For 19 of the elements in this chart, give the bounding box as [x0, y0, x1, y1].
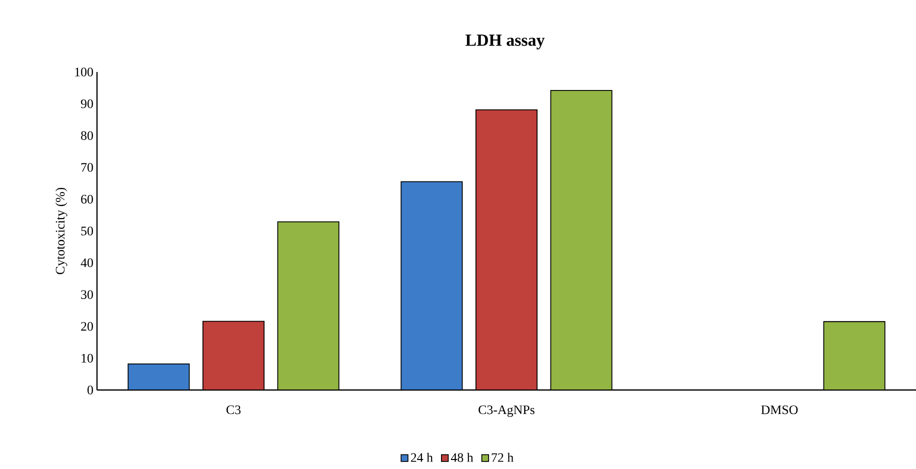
y-tick-label: 80 [81, 131, 93, 140]
legend-label: 72 h [492, 452, 514, 462]
y-axis-title: Cytotoxicity (%) [55, 188, 68, 274]
x-tick-label: DMSO [761, 405, 798, 414]
y-tick-label: 100 [75, 68, 93, 76]
y-tick-label: 60 [81, 194, 93, 204]
y-tick-label: 30 [81, 290, 93, 299]
y-tick-label: 10 [82, 354, 93, 363]
x-tick-label: C3 [226, 405, 241, 414]
chart-title: LDH assay [466, 34, 545, 50]
legend-label: 48 h [450, 452, 474, 462]
x-tick-label: C3-AgNPs [478, 405, 534, 417]
y-tick-label: 50 [81, 226, 93, 236]
y-tick-label: 90 [80, 99, 93, 108]
legend-label: 24 h [410, 452, 433, 462]
y-tick-label: 0 [88, 386, 93, 394]
y-tick-label: 40 [80, 258, 93, 268]
y-tick-label: 20 [81, 322, 93, 331]
y-tick-label: 70 [81, 163, 93, 172]
